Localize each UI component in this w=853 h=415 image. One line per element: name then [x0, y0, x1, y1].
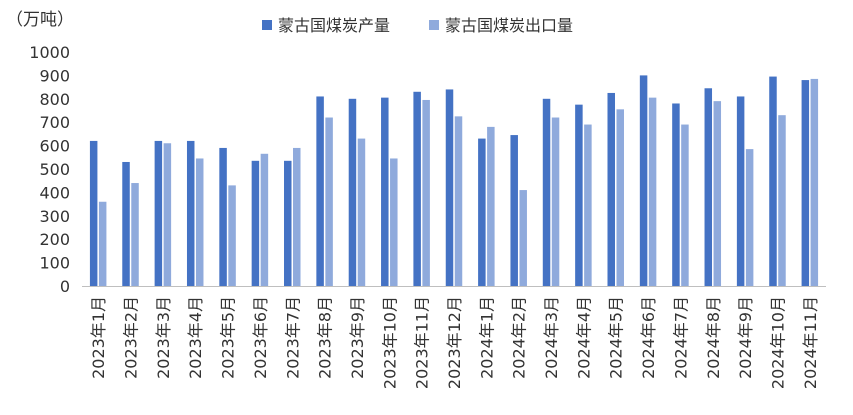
y-tick-label: 600 [39, 137, 70, 156]
y-tick-label: 200 [39, 230, 70, 249]
bar-output [704, 88, 713, 287]
x-tick-label: 2023年8月 [316, 296, 335, 379]
y-tick-label: 700 [39, 113, 70, 132]
bar-export [810, 78, 819, 286]
x-tick-label: 2023年5月 [219, 296, 238, 379]
bar-output [672, 103, 680, 286]
bar-output [575, 104, 583, 287]
y-tick-label: 500 [39, 160, 70, 179]
bar-export [713, 101, 722, 286]
y-tick-label: 800 [39, 90, 70, 109]
bar-output [219, 147, 227, 286]
bar-export [551, 117, 560, 287]
x-tick-label: 2024年3月 [542, 296, 561, 379]
y-tick-label: 0 [60, 277, 70, 296]
bar-export [228, 185, 236, 286]
legend-label-export: 蒙古国煤炭出口量 [445, 16, 573, 35]
x-tick-label: 2023年12月 [445, 296, 464, 389]
x-tick-label: 2024年5月 [607, 296, 626, 379]
bar-output [122, 161, 130, 286]
y-tick-label: 300 [39, 207, 70, 226]
x-tick-label: 2024年10月 [769, 296, 788, 389]
y-tick-label: 900 [39, 66, 70, 85]
bar-output [284, 160, 292, 286]
x-tick-label: 2023年2月 [122, 296, 141, 379]
x-tick-label: 2024年6月 [639, 296, 658, 379]
x-tick-label: 2024年11月 [801, 296, 820, 389]
bar-output [736, 96, 745, 287]
bar-export [616, 109, 624, 286]
bar-output [316, 96, 324, 287]
bar-export [390, 158, 398, 286]
bar-output [801, 80, 810, 286]
bar-output [542, 98, 551, 286]
bar-export [745, 149, 754, 286]
x-tick-label: 2024年4月 [574, 296, 593, 379]
bar-output [381, 97, 389, 286]
bar-export [487, 126, 495, 286]
bar-export [648, 97, 657, 286]
bar-output [154, 140, 163, 286]
bar-export [584, 124, 592, 286]
x-tick-label: 2023年3月 [154, 296, 173, 379]
bar-output [186, 140, 195, 286]
x-tick-label: 2024年1月 [477, 296, 496, 379]
bar-export [260, 153, 269, 286]
bar-export [163, 143, 172, 286]
legend-swatch-output [262, 20, 272, 30]
bar-output [510, 135, 518, 286]
x-axis: 2023年1月 2023年2月 2023年3月 2023年4月 2023年5月 2023年… [89, 296, 820, 389]
x-tick-label: 2023年4月 [186, 296, 205, 379]
bar-output [607, 92, 615, 286]
bar-output [89, 140, 98, 286]
x-tick-label: 2024年8月 [704, 296, 723, 379]
bars [89, 75, 819, 287]
x-tick-label: 2024年7月 [671, 296, 690, 379]
bar-export [519, 190, 527, 286]
bar-output [445, 89, 454, 286]
legend: 蒙古国煤炭产量 蒙古国煤炭出口量 [262, 16, 573, 35]
x-tick-label: 2024年9月 [736, 296, 755, 379]
bar-export [681, 124, 689, 286]
x-tick-label: 2024年2月 [510, 296, 529, 379]
bar-export [325, 117, 333, 287]
y-axis: 0 100 200 300 400 500 600 700 800 900 1000 [29, 43, 70, 296]
bar-output [639, 75, 648, 287]
y-axis-unit: （万吨） [6, 10, 74, 30]
bar-export [778, 115, 786, 287]
bar-output [348, 98, 357, 286]
bar-export [454, 116, 463, 286]
bar-export [293, 147, 301, 286]
y-tick-label: 100 [39, 254, 70, 273]
y-tick-label: 400 [39, 183, 70, 202]
bar-output [413, 91, 421, 286]
legend-label-output: 蒙古国煤炭产量 [278, 16, 390, 35]
bar-export [98, 201, 107, 286]
legend-swatch-export [429, 20, 439, 30]
x-tick-label: 2023年11月 [413, 296, 432, 389]
bar-export [131, 183, 139, 286]
bar-export [422, 99, 430, 286]
x-tick-label: 2023年7月 [283, 296, 302, 379]
x-tick-label: 2023年6月 [251, 296, 270, 379]
x-tick-label: 2023年9月 [348, 296, 367, 379]
bar-export [195, 158, 204, 286]
bar-output [478, 138, 486, 286]
x-tick-label: 2023年1月 [89, 296, 108, 379]
bar-output [769, 76, 777, 286]
bar-export [357, 138, 366, 286]
y-tick-label: 1000 [29, 43, 70, 62]
x-tick-label: 2023年10月 [380, 296, 399, 389]
bar-output [251, 160, 260, 286]
